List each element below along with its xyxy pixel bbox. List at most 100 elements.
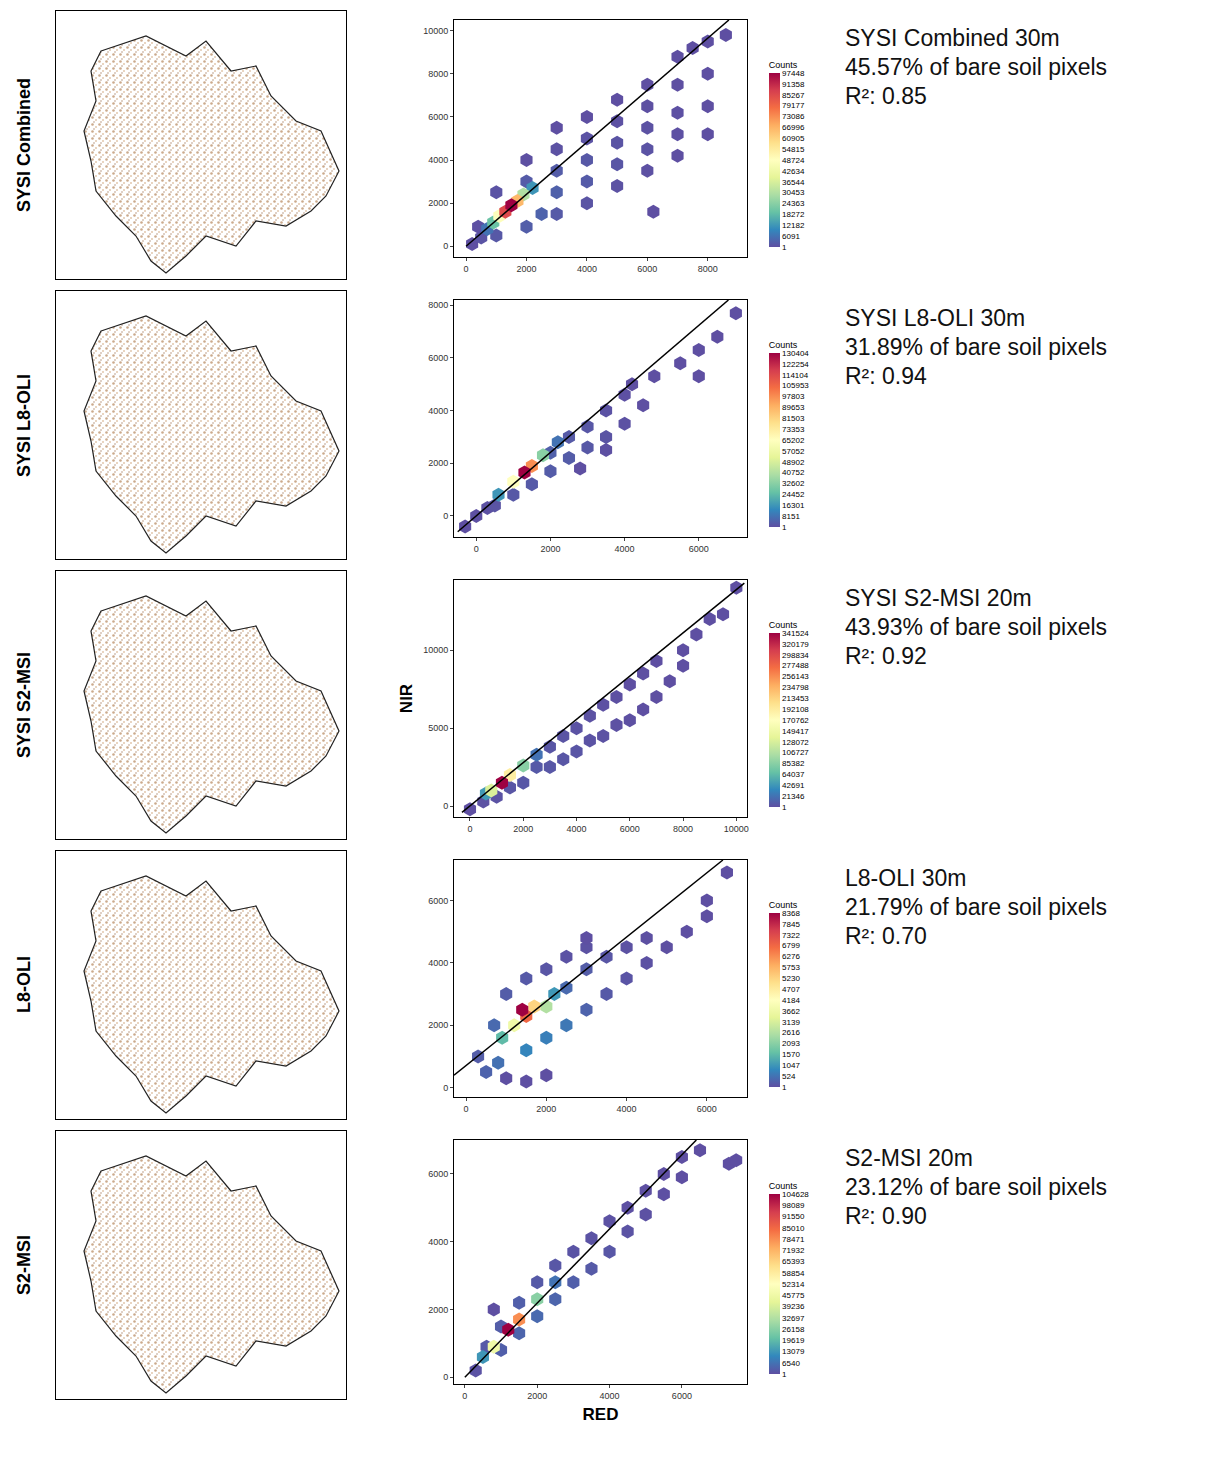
svg-text:42634: 42634 <box>782 167 805 176</box>
svg-text:2616: 2616 <box>782 1028 800 1037</box>
svg-text:8000: 8000 <box>698 264 718 274</box>
svg-text:48902: 48902 <box>782 458 805 467</box>
svg-text:21346: 21346 <box>782 792 805 801</box>
svg-text:5753: 5753 <box>782 963 800 972</box>
svg-text:341524: 341524 <box>782 629 809 638</box>
svg-text:8368: 8368 <box>782 909 800 918</box>
svg-text:234798: 234798 <box>782 683 809 692</box>
svg-text:2093: 2093 <box>782 1039 800 1048</box>
svg-text:91550: 91550 <box>782 1212 805 1221</box>
svg-text:149417: 149417 <box>782 727 809 736</box>
svg-text:524: 524 <box>782 1072 796 1081</box>
svg-text:6000: 6000 <box>428 1169 448 1179</box>
svg-text:RED: RED <box>583 1405 619 1424</box>
svg-text:2000: 2000 <box>527 1391 547 1401</box>
svg-text:73353: 73353 <box>782 425 805 434</box>
svg-text:5000: 5000 <box>428 723 448 733</box>
svg-text:42691: 42691 <box>782 781 805 790</box>
svg-text:66996: 66996 <box>782 123 805 132</box>
svg-text:7845: 7845 <box>782 920 800 929</box>
svg-text:3662: 3662 <box>782 1007 800 1016</box>
svg-text:71932: 71932 <box>782 1246 805 1255</box>
svg-text:6000: 6000 <box>689 544 709 554</box>
svg-text:7322: 7322 <box>782 931 800 940</box>
svg-text:Counts: Counts <box>769 900 798 910</box>
svg-text:52314: 52314 <box>782 1280 805 1289</box>
svg-text:0: 0 <box>464 264 469 274</box>
svg-text:13079: 13079 <box>782 1347 805 1356</box>
svg-text:97448: 97448 <box>782 69 805 78</box>
svg-text:85010: 85010 <box>782 1224 805 1233</box>
svg-text:2000: 2000 <box>516 264 536 274</box>
svg-text:0: 0 <box>443 511 448 521</box>
svg-text:3139: 3139 <box>782 1018 800 1027</box>
svg-text:298834: 298834 <box>782 651 809 660</box>
svg-text:0: 0 <box>467 824 472 834</box>
svg-text:48724: 48724 <box>782 156 805 165</box>
svg-text:2000: 2000 <box>428 1305 448 1315</box>
svg-text:6000: 6000 <box>428 896 448 906</box>
svg-text:60905: 60905 <box>782 134 805 143</box>
svg-text:5230: 5230 <box>782 974 800 983</box>
svg-text:4000: 4000 <box>428 1237 448 1247</box>
svg-text:Counts: Counts <box>769 340 798 350</box>
svg-text:105953: 105953 <box>782 381 809 390</box>
svg-text:192108: 192108 <box>782 705 809 714</box>
svg-text:8151: 8151 <box>782 512 800 521</box>
svg-text:Counts: Counts <box>769 620 798 630</box>
svg-text:6540: 6540 <box>782 1359 800 1368</box>
svg-text:277488: 277488 <box>782 661 809 670</box>
svg-text:114104: 114104 <box>782 371 809 380</box>
svg-text:213453: 213453 <box>782 694 809 703</box>
svg-text:78471: 78471 <box>782 1235 805 1244</box>
svg-text:10000: 10000 <box>724 824 749 834</box>
svg-text:12182: 12182 <box>782 221 805 230</box>
svg-text:NIR: NIR <box>397 684 416 713</box>
svg-text:26158: 26158 <box>782 1325 805 1334</box>
svg-text:6000: 6000 <box>620 824 640 834</box>
svg-text:81503: 81503 <box>782 414 805 423</box>
svg-text:65393: 65393 <box>782 1257 805 1266</box>
svg-text:8000: 8000 <box>673 824 693 834</box>
svg-text:1: 1 <box>782 803 787 812</box>
svg-text:16301: 16301 <box>782 501 805 510</box>
svg-text:8000: 8000 <box>428 69 448 79</box>
svg-text:36544: 36544 <box>782 178 805 187</box>
svg-text:0: 0 <box>464 1104 469 1114</box>
svg-text:4707: 4707 <box>782 985 800 994</box>
svg-text:79177: 79177 <box>782 101 805 110</box>
svg-text:85267: 85267 <box>782 91 805 100</box>
svg-text:58854: 58854 <box>782 1269 805 1278</box>
svg-text:97803: 97803 <box>782 392 805 401</box>
svg-text:0: 0 <box>443 1083 448 1093</box>
svg-text:4000: 4000 <box>577 264 597 274</box>
svg-text:0: 0 <box>462 1391 467 1401</box>
svg-text:Counts: Counts <box>769 1181 798 1191</box>
svg-text:320179: 320179 <box>782 640 809 649</box>
svg-text:128072: 128072 <box>782 738 809 747</box>
svg-text:19619: 19619 <box>782 1336 805 1345</box>
svg-text:65202: 65202 <box>782 436 805 445</box>
svg-text:104628: 104628 <box>782 1190 809 1199</box>
svg-text:2000: 2000 <box>428 198 448 208</box>
svg-text:6000: 6000 <box>672 1391 692 1401</box>
svg-text:64037: 64037 <box>782 770 805 779</box>
svg-text:85382: 85382 <box>782 759 805 768</box>
svg-text:2000: 2000 <box>513 824 533 834</box>
svg-text:6091: 6091 <box>782 232 800 241</box>
svg-text:6000: 6000 <box>428 112 448 122</box>
svg-text:130404: 130404 <box>782 349 809 358</box>
svg-text:18272: 18272 <box>782 210 805 219</box>
svg-text:54815: 54815 <box>782 145 805 154</box>
svg-text:2000: 2000 <box>428 1020 448 1030</box>
svg-text:57052: 57052 <box>782 447 805 456</box>
svg-text:1: 1 <box>782 1370 787 1379</box>
svg-text:2000: 2000 <box>428 458 448 468</box>
svg-text:1570: 1570 <box>782 1050 800 1059</box>
svg-text:2000: 2000 <box>540 544 560 554</box>
svg-text:89653: 89653 <box>782 403 805 412</box>
svg-text:4000: 4000 <box>428 406 448 416</box>
svg-text:1: 1 <box>782 523 787 532</box>
svg-text:45775: 45775 <box>782 1291 805 1300</box>
svg-text:170762: 170762 <box>782 716 809 725</box>
